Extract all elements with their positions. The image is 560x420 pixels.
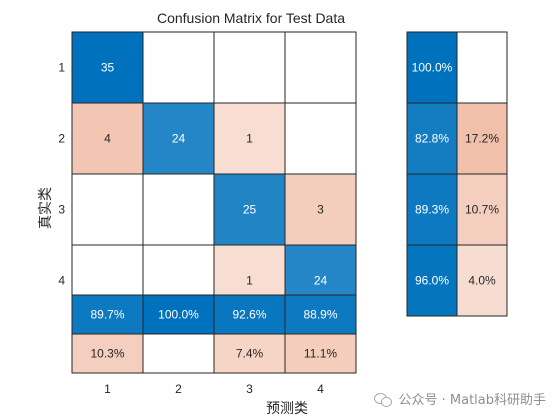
column-summary-incorrect-c3-value: 7.4% xyxy=(236,347,264,361)
matrix-cell-r2-c1-value: 4 xyxy=(104,132,111,146)
matrix-cell-r2-c1 xyxy=(71,102,144,175)
row-summary-correct-r2-value: 82.8% xyxy=(415,132,449,146)
matrix-cell-r2-c3-value: 1 xyxy=(246,132,253,146)
y-tick-labels: 1 2 3 4 xyxy=(58,61,65,288)
row-summary-correct-r4 xyxy=(406,244,458,317)
matrix-cell-r2-c2 xyxy=(142,102,215,175)
row-summary-correct-r1-value: 100.0% xyxy=(412,61,453,75)
row-summary-incorrect-r2-value: 17.2% xyxy=(465,132,499,146)
matrix-cell-r1-c1 xyxy=(71,31,144,104)
matrix-cell-r3-c4-value: 3 xyxy=(317,203,324,217)
y-tick-3: 3 xyxy=(58,203,65,217)
watermark-text: 公众号 · Matlab科研助手 xyxy=(398,393,546,408)
column-summary-correct-c2 xyxy=(142,294,215,335)
column-summary-incorrect-c4-value: 11.1% xyxy=(304,347,337,361)
column-summary-correct-c1-value: 89.7% xyxy=(90,308,124,322)
column-summary-correct-c4 xyxy=(284,294,357,335)
column-summary-incorrect-c1-value: 10.3% xyxy=(90,347,124,361)
row-summary-correct-r4-value: 96.0% xyxy=(415,274,449,288)
row-summary-incorrect-r4 xyxy=(456,244,508,317)
x-tick-4: 4 xyxy=(317,382,324,396)
matrix-cell-r4-c4-value: 24 xyxy=(314,274,328,288)
x-tick-1: 1 xyxy=(104,382,111,396)
matrix-cell-r3-c3-value: 25 xyxy=(243,203,257,217)
column-summary-correct-c1 xyxy=(71,294,144,335)
row-summary-correct-r2 xyxy=(406,102,458,175)
column-summary-incorrect-c3 xyxy=(213,333,286,374)
column-summary-correct-c4-value: 88.9% xyxy=(303,308,337,322)
column-summary-incorrect-c4 xyxy=(284,333,357,374)
row-summary-correct-r3 xyxy=(406,173,458,246)
matrix-cell-r1-c2 xyxy=(142,31,215,104)
watermark: 公众号 · Matlab科研助手 xyxy=(374,389,546,408)
x-tick-labels: 1 2 3 4 xyxy=(104,382,324,396)
y-tick-4: 4 xyxy=(58,274,65,288)
column-summary-incorrect-c1 xyxy=(71,333,144,374)
matrix-cell-r1-c1-value: 35 xyxy=(101,61,115,75)
x-tick-3: 3 xyxy=(246,382,253,396)
row-summary-incorrect-r4-value: 4.0% xyxy=(468,274,496,288)
matrix-cell-r1-c4 xyxy=(284,31,357,104)
matrix-cell-r3-c1 xyxy=(71,173,144,246)
y-tick-2: 2 xyxy=(58,132,65,146)
x-tick-2: 2 xyxy=(175,382,182,396)
row-summary: 100.0% 82.8% 17.2% 89.3% 10.7% 96.0% 4.0% xyxy=(406,31,508,317)
y-tick-1: 1 xyxy=(58,61,65,75)
matrix-cell-r3-c2 xyxy=(142,173,215,246)
row-summary-incorrect-r3-value: 10.7% xyxy=(465,203,499,217)
column-summary: 89.7% 10.3% 100.0% 92.6% 7.4% 88.9% 11.1% xyxy=(71,294,357,374)
matrix-cell-r1-c3 xyxy=(213,31,286,104)
y-axis-label: 真实类 xyxy=(37,187,53,229)
chart-title: Confusion Matrix for Test Data xyxy=(157,10,345,26)
column-summary-incorrect-c2 xyxy=(142,333,215,374)
column-summary-correct-c3 xyxy=(213,294,286,335)
column-summary-correct-c3-value: 92.6% xyxy=(232,308,266,322)
matrix-cell-r4-c3-value: 1 xyxy=(246,274,253,288)
wechat-icon xyxy=(374,392,393,407)
matrix-cell-r2-c2-value: 24 xyxy=(172,132,186,146)
row-summary-correct-r3-value: 89.3% xyxy=(415,203,449,217)
x-axis-label: 预测类 xyxy=(266,400,308,416)
matrix-cell-r2-c3 xyxy=(213,102,286,175)
row-summary-incorrect-r1 xyxy=(456,31,508,104)
matrix-cell-r2-c4 xyxy=(284,102,357,175)
column-summary-correct-c2-value: 100.0% xyxy=(158,308,199,322)
matrix-cell-r3-c4 xyxy=(284,173,357,246)
main-matrix: 35 4 24 1 25 3 1 24 xyxy=(71,31,357,317)
